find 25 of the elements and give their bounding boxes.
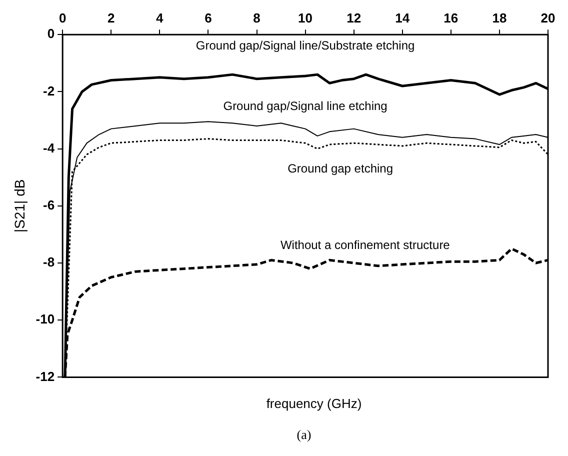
y-tick-label: -2 xyxy=(43,83,55,98)
x-tick-label: 6 xyxy=(204,10,212,26)
y-tick-label: -4 xyxy=(43,140,56,156)
y-tick-label: -12 xyxy=(36,368,55,384)
x-tick-label: 2 xyxy=(108,10,115,26)
x-tick-label: 10 xyxy=(298,10,313,26)
series-label: Ground gap/Signal line etching xyxy=(223,99,388,114)
y-tick-label: -10 xyxy=(36,312,55,327)
text: (a) xyxy=(296,427,312,443)
x-tick-label: 8 xyxy=(253,10,260,26)
y-axis-title: |S21| dB xyxy=(11,179,28,232)
x-tick-label: 12 xyxy=(346,10,362,26)
x-tick-label: 20 xyxy=(540,10,556,26)
x-tick-label: 0 xyxy=(58,10,66,26)
x-tick-label: 18 xyxy=(492,10,507,26)
x-tick-label: 14 xyxy=(395,10,410,26)
y-tick-label: 0 xyxy=(47,26,55,42)
x-axis-title: frequency (GHz) xyxy=(265,396,363,411)
series-label: Without a confinement structure xyxy=(280,238,450,252)
y-tick-label: -8 xyxy=(43,254,55,270)
x-tick-label: 16 xyxy=(444,10,458,26)
y-tick-label: -6 xyxy=(43,197,55,212)
text: Ground gap/Signal line/Substrate etching xyxy=(196,38,415,52)
series-label: Ground gap etching xyxy=(288,161,394,176)
x-tick-label: 4 xyxy=(156,10,164,26)
